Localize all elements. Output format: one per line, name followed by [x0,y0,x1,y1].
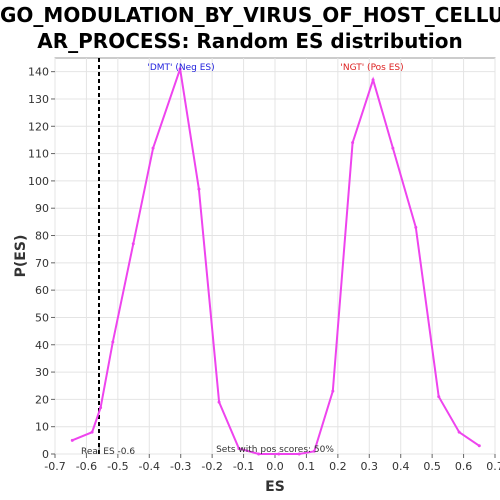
data-point [457,430,461,434]
x-tick-label: -0.3 [170,460,191,473]
x-tick-label: 0.3 [361,460,379,473]
x-tick-label: -0.1 [233,460,254,473]
data-point [331,389,335,393]
x-axis-title: ES [265,479,285,495]
data-point [351,141,355,145]
data-point [197,187,201,191]
series-points [70,67,481,456]
y-tick-label: 120 [28,120,49,133]
y-axis-ticks: 0 10 20 30 40 50 60 70 80 90 100 110 120 130 140 [28,66,55,461]
data-point [437,395,441,399]
x-tick-label: -0.6 [76,460,97,473]
x-tick-label: -0.4 [139,460,160,473]
series-line-es [71,68,480,455]
y-tick-label: 30 [35,366,49,379]
x-tick-label: 0.4 [392,460,410,473]
y-tick-label: 10 [35,421,49,434]
x-tick-label: 0.7 [486,460,500,473]
y-tick-label: 0 [42,448,49,461]
data-point [217,400,221,404]
data-point [111,340,115,344]
y-tick-label: 90 [35,202,49,215]
data-point [131,242,135,246]
data-point [237,447,241,451]
data-point [312,449,316,453]
y-tick-label: 80 [35,230,49,243]
data-point [90,430,94,434]
y-tick-label: 110 [28,148,49,161]
pos-scores-annotation: Sets with pos scores: 50% [216,445,334,455]
x-tick-label: 0.1 [298,460,316,473]
y-axis-title: P(ES) [13,235,29,278]
grid [54,58,496,455]
data-point [477,444,481,448]
y-tick-label: 50 [35,311,49,324]
y-tick-label: 40 [35,339,49,352]
chart-title-line1: GO_MODULATION_BY_VIRUS_OF_HOST_CELLUL [0,3,500,27]
real-es-annotation: Real ES -0.6 [81,447,135,457]
x-tick-label: -0.2 [201,460,222,473]
y-tick-label: 100 [28,175,49,188]
data-point [151,146,155,150]
data-point [99,406,103,410]
x-tick-label: 0.5 [423,460,441,473]
data-point [257,452,261,456]
data-point [70,438,74,442]
y-tick-label: 70 [35,257,49,270]
y-tick-label: 60 [35,284,49,297]
y-tick-label: 130 [28,93,49,106]
chart-title-line2: AR_PROCESS: Random ES distribution [37,29,463,53]
y-tick-label: 20 [35,393,49,406]
data-point [371,78,375,82]
data-point [297,452,301,456]
data-point [414,225,418,229]
data-point [178,67,182,71]
x-tick-label: -0.5 [107,460,128,473]
y-tick-label: 140 [28,66,49,79]
pos-es-annotation: 'NGT' (Pos ES) [340,63,403,73]
x-tick-label: 0.2 [329,460,347,473]
x-tick-label: 0.6 [455,460,473,473]
neg-es-annotation: 'DMT' (Neg ES) [147,63,214,73]
data-point [391,146,395,150]
x-tick-label: -0.7 [44,460,65,473]
chart-title: GO_MODULATION_BY_VIRUS_OF_HOST_CELLUL AR… [0,2,500,54]
data-point [277,452,281,456]
x-tick-label: 0.0 [266,460,284,473]
x-axis-ticks: -0.7 -0.6 -0.5 -0.4 -0.3 -0.2 -0.1 0.0 0.1 0.2 0.3… [44,454,500,473]
